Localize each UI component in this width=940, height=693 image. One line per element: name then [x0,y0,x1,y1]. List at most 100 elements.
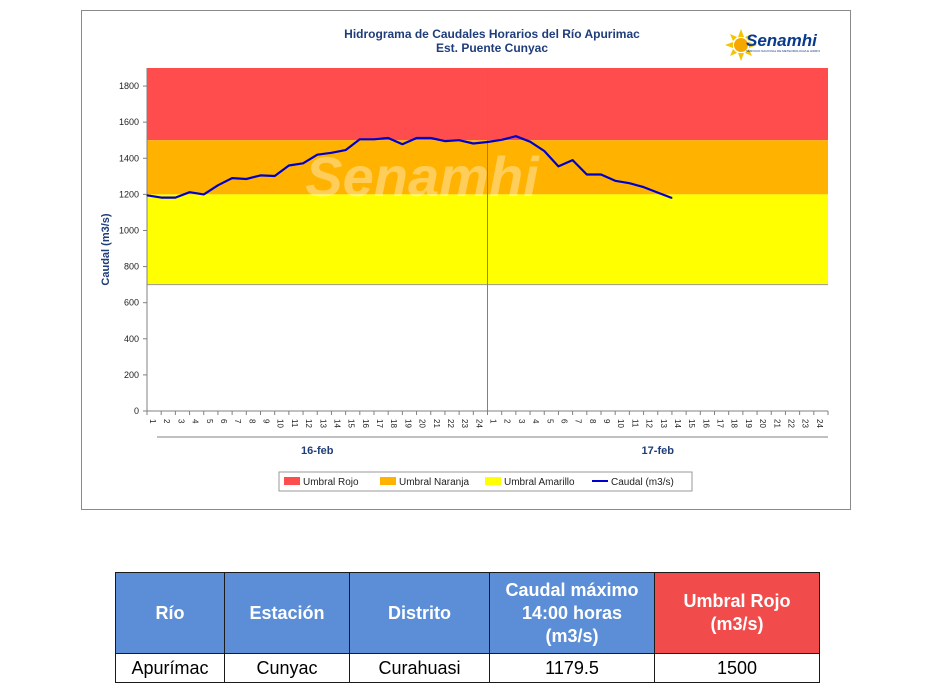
data-point [203,193,205,195]
data-point [458,139,460,141]
header-umbral-rojo: Umbral Rojo (m3/s) [654,572,820,654]
cell-estacion: Cunyac [224,653,350,683]
data-point [529,141,531,143]
x-tick-label: 7 [233,419,242,424]
data-point [614,180,616,182]
data-point [401,143,403,145]
y-tick-label: 1000 [119,225,139,235]
x-tick-label: 22 [446,419,455,428]
x-tick-label: 21 [432,419,441,428]
x-tick-label: 21 [772,419,781,428]
legend-swatch [284,477,300,485]
x-tick-label: 22 [786,419,795,428]
data-point [359,138,361,140]
x-tick-label: 23 [460,419,469,428]
data-point [189,191,191,193]
data-point [330,152,332,154]
x-tick-label: 3 [176,419,185,424]
x-tick-label: 13 [318,419,327,428]
x-tick-label: 12 [645,419,654,428]
x-tick-label: 2 [162,419,171,424]
x-tick-label: 15 [687,419,696,428]
y-axis-label: Caudal (m3/s) [100,213,112,285]
x-tick-label: 18 [730,419,739,428]
data-point [430,137,432,139]
cell-rio: Apurímac [115,653,225,683]
header-caudal-line-3: (m3/s) [545,625,599,646]
header-umbral-line-2: (m3/s) [710,614,764,634]
data-point [316,154,318,156]
x-tick-label: 1 [489,419,498,424]
header-caudal-line-2: 14:00 horas [521,602,623,623]
logo-name: Senamhi [746,31,817,50]
y-tick-label: 1400 [119,153,139,163]
header-caudal-maximo: Caudal máximo 14:00 horas (m3/s) [489,572,655,654]
x-tick-label: 13 [659,419,668,428]
x-tick-label: 8 [247,419,256,424]
header-distrito: Distrito [349,572,490,654]
data-point [515,135,517,137]
data-point [671,197,673,199]
x-tick-label: 7 [574,419,583,424]
x-tick-label: 14 [332,419,341,428]
x-tick-label: 10 [276,419,285,428]
x-tick-label: 9 [602,419,611,424]
hydrograph-chart: Hidrograma de Caudales Horarios del Río … [100,27,829,492]
header-caudal-line-1: Caudal máximo [505,579,639,600]
data-point [373,138,375,140]
x-tick-label: 1 [148,419,157,424]
data-point [543,150,545,152]
data-point [274,175,276,177]
data-point [245,178,247,180]
legend: Umbral Rojo Umbral Naranja Umbral Amarillo… [278,471,693,492]
y-tick-label: 1800 [119,81,139,91]
data-point [557,165,559,167]
data-point [160,197,162,199]
legend-label: Umbral Naranja [399,477,469,488]
y-tick-label: 600 [124,298,139,308]
sun-icon [725,29,757,61]
legend-label: Caudal (m3/s) [611,477,674,488]
x-tick-label: 6 [219,419,228,424]
x-tick-label: 19 [744,419,753,428]
x-tick-label: 23 [801,419,810,428]
x-tick-label: 16 [701,419,710,428]
data-point [259,174,262,176]
x-tick-label: 11 [290,419,299,428]
header-estacion: Estación [224,572,350,654]
x-tick-label: 9 [262,419,271,424]
header-rio: Río [115,572,225,654]
y-tick-label: 1600 [119,117,139,127]
cell-distrito: Curahuasi [349,653,490,683]
data-point [486,141,489,143]
x-tick-label: 19 [403,419,412,428]
data-point [302,162,304,164]
y-tick-label: 200 [124,370,139,380]
data-point [586,173,588,176]
legend-swatch [485,477,501,485]
x-tick-label: 3 [517,419,526,424]
day-label-1: 16-feb [301,445,334,457]
cell-caudal-maximo: 1179.5 [489,653,655,683]
x-tick-label: 24 [474,419,483,428]
data-point [416,137,418,139]
y-tick-label: 0 [134,406,139,416]
watermark-text: Senamhi [305,145,540,208]
x-tick-label: 12 [304,419,313,428]
data-point [146,194,148,196]
chart-title: Hidrograma de Caudales Horarios del Río … [344,27,640,41]
header-umbral-line-1: Umbral Rojo [683,591,791,611]
series-line-caudal [146,135,673,200]
chart-panel: Hidrograma de Caudales Horarios del Río … [81,10,851,510]
cell-umbral-rojo: 1500 [654,653,820,683]
data-point [345,149,347,151]
data-point [217,184,219,186]
x-tick-label: 11 [630,419,639,428]
x-tick-label: 18 [389,419,398,428]
data-point [501,139,503,141]
data-point [174,197,176,199]
data-point [600,173,602,176]
x-tick-label: 8 [588,419,597,424]
x-tick-label: 5 [205,419,214,424]
legend-swatch [380,477,396,485]
